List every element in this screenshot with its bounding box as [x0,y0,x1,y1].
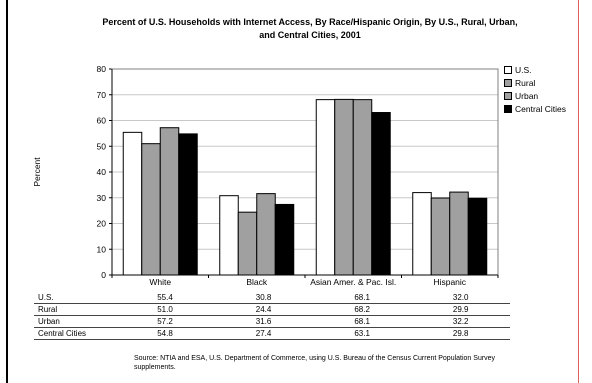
legend-swatch [504,79,512,87]
table-cell: 68.1 [312,292,412,304]
bar-rural-1 [237,211,258,276]
bar-rural-2 [334,98,354,276]
table-cell: 32.2 [411,315,510,328]
bar-urban-3 [449,191,469,276]
table-row-label: Rural [34,303,116,316]
y-tick-label: 70 [97,90,107,100]
bars-layer [122,98,488,276]
legend-label: Urban [515,91,539,101]
table-row-label: Urban [34,315,116,328]
legend-item: Rural [504,77,566,90]
axis-layer: 0 10 20 30 40 50 60 70 80 Percent White Black Asian … [32,64,499,287]
y-tick-label: 10 [97,244,107,254]
x-category-label: Asian Amer. & Pac. Isl. [310,277,396,287]
table-cell: 55.4 [115,292,215,304]
bar-central-cities-2 [371,112,391,276]
table-cell: 68.2 [312,303,412,316]
bar-central-cities-0 [178,133,198,276]
x-category-label: Hispanic [433,277,466,287]
table-cell: 54.8 [115,327,215,340]
table-cell: 51.0 [115,303,215,316]
table-cell: 63.1 [312,327,412,340]
y-tick-label: 30 [97,193,107,203]
y-tick-label: 80 [97,64,107,74]
table-cell: 24.4 [214,303,313,316]
table-row-label: Central Cities [34,327,116,340]
bar-urban-2 [352,99,373,276]
legend-label: Central Cities [515,104,567,114]
table-cell: 30.8 [214,292,313,304]
bar-rural-3 [430,197,451,276]
left-border-line [6,0,8,383]
legend-item: Urban [504,90,566,103]
legend-item: Central Cities [504,103,566,116]
bar-u-s--3 [412,192,432,276]
bar-urban-0 [159,127,180,276]
bar-u-s--2 [315,99,336,276]
bar-urban-1 [256,193,276,276]
legend-label: Rural [515,78,536,88]
y-tick-label: 60 [97,116,107,126]
table-row-label: U.S. [34,292,116,304]
table-row: U.S. 55.4 30.8 68.1 32.0 [34,292,510,304]
y-tick-label: 40 [97,167,107,177]
table-cell: 29.9 [411,303,510,316]
y-tick-label: 20 [97,219,107,229]
table-cell: 31.6 [214,315,313,328]
legend-label: U.S. [515,65,532,75]
table-row: Urban 57.2 31.6 68.1 32.2 [34,315,510,328]
table-cell: 32.0 [411,292,510,304]
chart-legend: U.S. Rural Urban Central Cities [504,64,566,116]
bar-central-cities-3 [467,197,488,276]
table-cell: 68.1 [312,315,412,328]
bar-central-cities-1 [274,203,295,276]
y-tick-label: 50 [97,141,107,151]
table-row: Central Cities 54.8 27.4 63.1 29.8 [34,327,510,340]
right-margin-rule [578,0,579,383]
bar-rural-0 [141,143,161,276]
y-axis-label: Percent [32,157,42,187]
table-cell: 29.8 [411,327,510,340]
x-category-label: Black [246,277,268,287]
table-cell: 27.4 [214,327,313,340]
legend-swatch [504,105,512,113]
bar-u-s--1 [219,195,239,276]
chart-title: Percent of U.S. Households with Internet… [102,17,518,40]
source-note: Source: NTIA and ESA, U.S. Department of… [134,355,496,371]
table-row: Rural 51.0 24.4 68.2 29.9 [34,303,510,316]
legend-swatch [504,66,512,74]
legend-item: U.S. [504,64,566,77]
bar-u-s--0 [122,131,143,276]
data-table: U.S. 55.4 30.8 68.1 32.0 Rural 51.0 24.4 68.2 29.… [34,292,510,340]
table-cell: 57.2 [115,315,215,328]
legend-swatch [504,92,512,100]
y-tick-label: 0 [101,270,106,280]
x-category-label: White [149,277,171,287]
